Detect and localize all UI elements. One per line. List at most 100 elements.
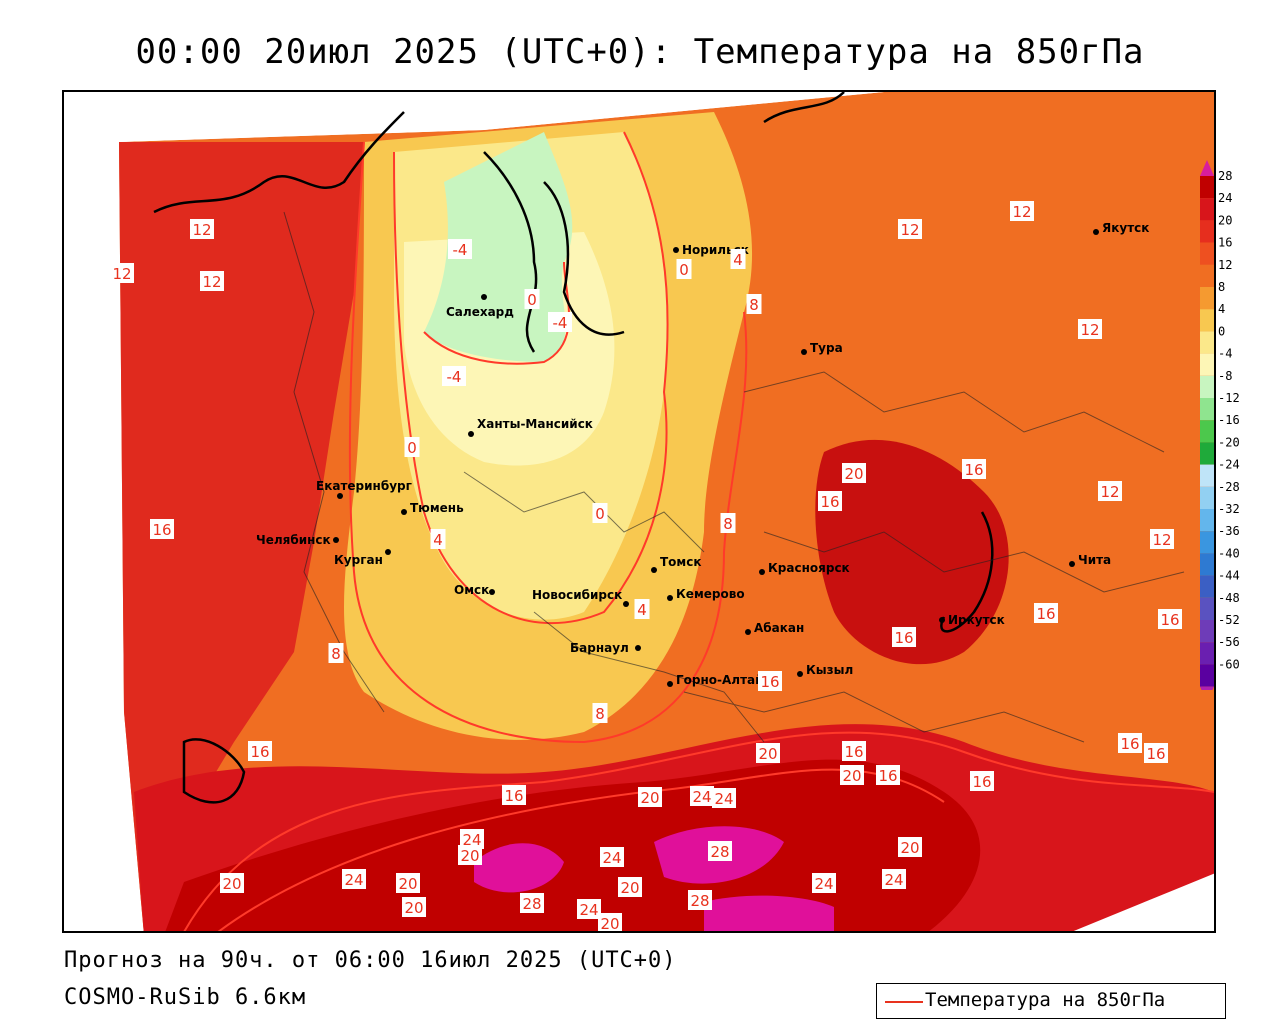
city-novosibirsk[interactable]: Новосибирск <box>532 588 629 607</box>
svg-text:0: 0 <box>679 261 689 279</box>
colorbar-tick-label: -44 <box>1218 569 1240 583</box>
svg-text:16: 16 <box>820 493 839 511</box>
colorbar-tick-label: -52 <box>1218 613 1240 627</box>
city-kyzyl[interactable]: Кызыл <box>797 663 853 677</box>
svg-text:28: 28 <box>522 895 541 913</box>
city-label: Якутск <box>1102 221 1149 235</box>
isotherm-label: 28 <box>688 890 712 910</box>
city-yakutsk[interactable]: Якутск <box>1093 221 1149 235</box>
map-title: 00:00 20июл 2025 (UTC+0): Температура на… <box>135 32 1145 72</box>
svg-text:20: 20 <box>900 839 919 857</box>
isotherm-label: 24 <box>342 869 366 889</box>
svg-text:12: 12 <box>1152 531 1171 549</box>
isotherm-label: 24 <box>690 786 714 806</box>
colorbar-tick-label: -28 <box>1218 480 1240 494</box>
field-east-red <box>815 439 1009 665</box>
colorbar-swatch <box>1200 353 1214 376</box>
colorbar-swatch <box>1200 442 1214 465</box>
model-info: COSMO-RuSib 6.6км <box>64 985 307 1010</box>
isotherm-label: 20 <box>458 845 482 865</box>
colorbar-swatch <box>1200 331 1214 354</box>
colorbar-tick-label: 24 <box>1218 191 1232 205</box>
colorbar-tick-labels: 28 24 20 16 12 8 4 0 -4 -8 -12 -16 -20 -24 -28 -32 -36 -4… <box>1218 169 1240 671</box>
isotherm-label: 20 <box>402 897 426 917</box>
colorbar-swatch <box>1200 309 1214 332</box>
isotherm-label: 4 <box>634 599 650 619</box>
isotherm-label: 16 <box>1034 603 1058 623</box>
colorbar-swatch <box>1200 398 1214 421</box>
colorbar-swatch <box>1200 597 1214 620</box>
isotherm-label: 16 <box>502 785 526 805</box>
svg-text:12: 12 <box>1100 483 1119 501</box>
city-abakan[interactable]: Абакан <box>745 621 804 635</box>
isotherm-label: 0 <box>676 259 692 279</box>
isotherm-label: 12 <box>1098 481 1122 501</box>
isotherm-label: 20 <box>598 913 622 931</box>
city-tura[interactable]: Тура <box>801 341 843 355</box>
colorbar-tick-label: 4 <box>1218 302 1225 316</box>
city-chelyabinsk[interactable]: Челябинск <box>256 533 339 547</box>
temperature-map[interactable]: Норильск Якутск Салехард Тура Ханты-Манс… <box>62 90 1216 933</box>
city-tomsk[interactable]: Томск <box>651 555 702 573</box>
svg-text:24: 24 <box>462 831 481 849</box>
city-gorno-altaysk[interactable]: Горно-Алтайск <box>667 673 779 687</box>
city-omsk[interactable]: Омск <box>454 583 495 597</box>
svg-text:8: 8 <box>331 645 341 663</box>
isotherm-label: 4 <box>430 529 446 549</box>
city-salekhard[interactable]: Салехард <box>446 294 514 319</box>
city-label: Абакан <box>754 621 804 635</box>
isotherm-label: 12 <box>1078 319 1102 339</box>
city-khanty-mansiysk[interactable]: Ханты-Мансийск <box>468 417 593 437</box>
colorbar-swatch <box>1200 531 1214 554</box>
temperature-colorbar: 28 24 20 16 12 8 4 0 -4 -8 -12 -16 -20 -24 -28 -32 -36 -4… <box>1200 160 1240 690</box>
city-barnaul[interactable]: Барнаул <box>570 641 641 655</box>
city-kemerovo[interactable]: Кемерово <box>667 587 745 601</box>
city-label: Омск <box>454 583 489 597</box>
colorbar-swatch <box>1200 264 1214 287</box>
coastline <box>153 92 994 804</box>
svg-text:20: 20 <box>222 875 241 893</box>
city-tyumen[interactable]: Тюмень <box>401 501 464 515</box>
city-krasnoyarsk[interactable]: Красноярск <box>759 561 850 575</box>
isotherm-label: 16 <box>1158 609 1182 629</box>
svg-text:16: 16 <box>894 629 913 647</box>
isotherm-label: 24 <box>600 847 624 867</box>
city-label: Кемерово <box>676 587 745 601</box>
colorbar-swatch <box>1200 509 1214 532</box>
colorbar-swatch <box>1200 575 1214 598</box>
svg-text:28: 28 <box>690 892 709 910</box>
isotherm-label: 4 <box>730 249 746 269</box>
isotherm-label: 28 <box>520 893 544 913</box>
colorbar-tick-label: 28 <box>1218 169 1232 183</box>
isotherm-label: 12 <box>110 263 134 283</box>
colorbar-swatch <box>1200 420 1214 443</box>
svg-text:16: 16 <box>878 767 897 785</box>
isotherm-label: 20 <box>220 873 244 893</box>
svg-text:24: 24 <box>884 871 903 889</box>
isotherm-label: 16 <box>1118 733 1142 753</box>
legend-label: Температура на 850гПа <box>925 989 1166 1011</box>
isotherm-label: 8 <box>328 643 344 663</box>
city-chita[interactable]: Чита <box>1069 553 1111 567</box>
isotherm-label: 16 <box>876 765 900 785</box>
colorbar-tick-label: 16 <box>1218 236 1232 250</box>
isotherm-label: -4 <box>442 366 466 386</box>
city-label: Томск <box>660 555 702 569</box>
city-label: Тура <box>810 341 843 355</box>
city-ekaterinburg[interactable]: Екатеринбург <box>316 479 412 499</box>
colorbar-tick-label: -36 <box>1218 524 1240 538</box>
isotherm-label: 16 <box>842 741 866 761</box>
field-west-red <box>119 142 364 931</box>
isotherm-label: 20 <box>898 837 922 857</box>
svg-text:0: 0 <box>595 505 605 523</box>
city-kurgan[interactable]: Курган <box>334 549 391 567</box>
svg-text:20: 20 <box>398 875 417 893</box>
svg-text:20: 20 <box>404 899 423 917</box>
isotherm-label: 20 <box>618 877 642 897</box>
city-irkutsk[interactable]: Иркутск <box>939 613 1005 627</box>
field-hot-pocket-1 <box>474 843 564 893</box>
city-label: Чита <box>1078 553 1111 567</box>
svg-text:20: 20 <box>844 465 863 483</box>
isotherm-label: 28 <box>708 841 732 861</box>
isotherm-label: 24 <box>460 829 484 849</box>
